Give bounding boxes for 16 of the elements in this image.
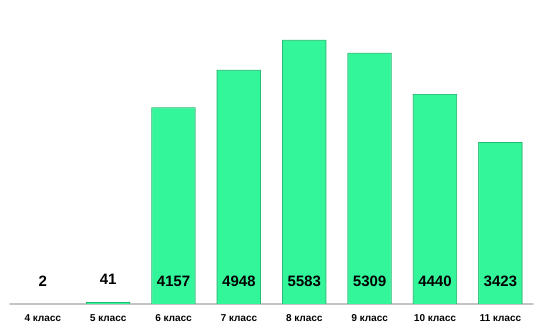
data-label: 5583 <box>288 273 321 290</box>
x-tick-label: 8 класс <box>286 312 323 324</box>
x-tick-label: 6 класс <box>155 312 192 324</box>
data-label: 4157 <box>156 273 190 290</box>
data-label: 4948 <box>222 273 256 290</box>
x-tick-label: 5 класс <box>90 312 127 324</box>
x-tick-label: 9 класс <box>351 312 388 324</box>
x-tick-label: 4 класс <box>24 312 62 324</box>
x-tick-label: 7 класс <box>220 312 258 324</box>
data-label: 5309 <box>352 273 386 290</box>
data-label: 41 <box>100 271 116 288</box>
data-label: 4440 <box>418 273 452 290</box>
x-tick-label: 10 класс <box>414 312 456 324</box>
data-label: 3423 <box>484 273 517 290</box>
x-tick-label: 11 класс <box>480 312 522 324</box>
data-label: 2 <box>38 273 47 290</box>
